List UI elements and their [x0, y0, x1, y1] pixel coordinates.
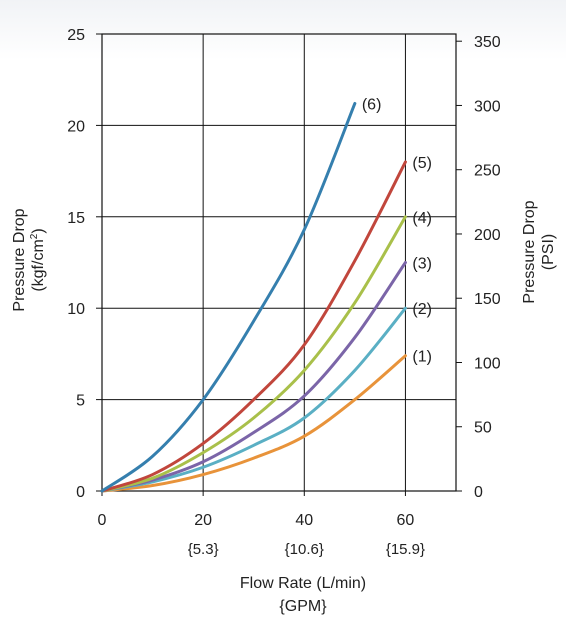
- y2-axis-ticks: 0 50 100 150 200 250 300 350: [456, 34, 501, 501]
- plot-frame: [101, 33, 457, 492]
- y2-axis-label-unit: (PSI): [540, 234, 557, 270]
- series-line-2: [100, 306, 407, 493]
- y2-tick-label: 200: [474, 227, 501, 244]
- y2-tick-label: 250: [474, 163, 501, 180]
- x-axis-label: Flow Rate (L/min): [240, 575, 366, 592]
- series-line-4: [100, 215, 407, 493]
- y-tick-label: 20: [67, 118, 85, 135]
- x-tick-label: 40: [295, 512, 313, 529]
- y-axis-label-title: Pressure Drop: [11, 208, 28, 311]
- grid: [102, 34, 456, 491]
- series-label-3: (3): [412, 256, 432, 273]
- y2-axis-label: Pressure Drop (PSI): [521, 200, 557, 303]
- y-axis-unit-text: (kgf/cm: [30, 239, 47, 291]
- series-label-6: (6): [362, 96, 382, 113]
- series-lines: [100, 101, 407, 493]
- y-tick-label: 15: [67, 210, 85, 227]
- y-axis-ticks: 0 5 10 15 20 25: [67, 27, 102, 501]
- y2-tick-label: 350: [474, 34, 501, 51]
- series-label-4: (4): [412, 210, 432, 227]
- y-tick-label: 5: [76, 393, 85, 410]
- x-secondary-tick-label: {10.6}: [285, 541, 324, 558]
- y2-tick-label: 0: [474, 484, 483, 501]
- series-line-1: [100, 354, 407, 493]
- y-axis-label: Pressure Drop (kgf/cm2): [11, 208, 47, 311]
- x-secondary-tick-label: {5.3}: [188, 541, 219, 558]
- y-axis-unit-end: ): [30, 228, 47, 233]
- x-tick-label: 0: [98, 512, 107, 529]
- y-tick-label: 25: [67, 27, 85, 44]
- x-tick-label: 60: [397, 512, 415, 529]
- x-axis-ticks: 0 20 40 60: [98, 491, 415, 529]
- series-labels: (1) (2) (3) (4) (5) (6): [362, 96, 432, 365]
- series-label-2: (2): [412, 301, 432, 318]
- series-line-5: [100, 160, 407, 493]
- series-label-5: (5): [412, 155, 432, 172]
- y2-tick-label: 50: [474, 420, 492, 437]
- y2-tick-label: 300: [474, 98, 501, 115]
- series-label-1: (1): [412, 349, 432, 366]
- x-secondary-tick-label: {15.9}: [386, 541, 425, 558]
- y-axis-unit-sup: 2: [29, 233, 40, 239]
- y2-tick-label: 100: [474, 355, 501, 372]
- y-tick-label: 0: [76, 484, 85, 501]
- series-line-3: [100, 261, 407, 493]
- y2-tick-label: 150: [474, 291, 501, 308]
- y2-axis-label-title: Pressure Drop: [521, 200, 538, 303]
- x-axis-secondary-ticks: {5.3} {10.6} {15.9}: [188, 541, 425, 558]
- series-line-6: [100, 101, 357, 493]
- y-axis-label-unit: (kgf/cm2): [29, 228, 47, 291]
- x-tick-label: 20: [194, 512, 212, 529]
- y-tick-label: 10: [67, 301, 85, 318]
- x-axis-label-secondary: {GPM}: [279, 598, 327, 615]
